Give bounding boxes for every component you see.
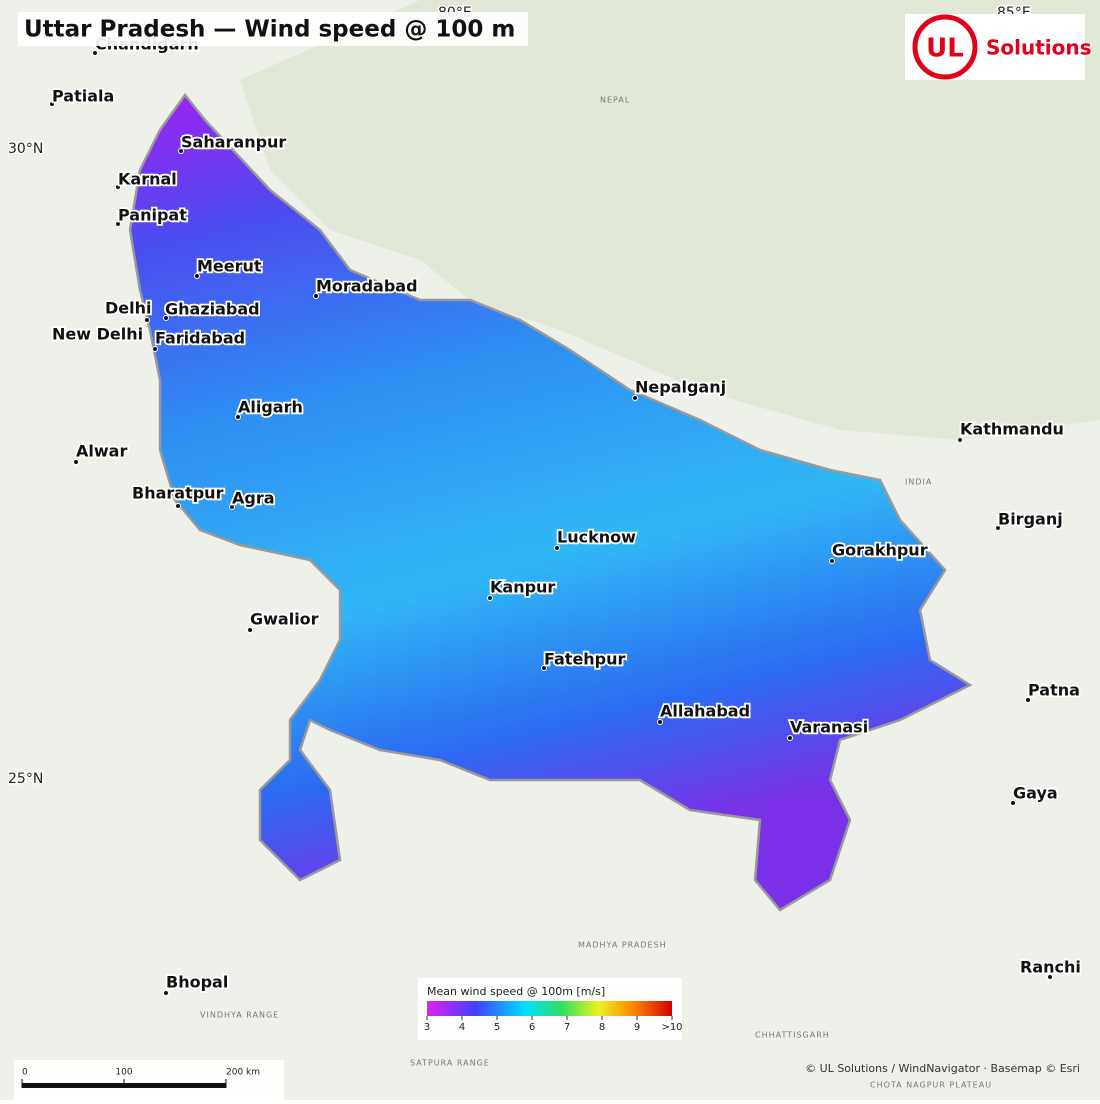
city-dot	[247, 627, 253, 633]
region-label: CHOTA NAGPUR PLATEAU	[870, 1081, 992, 1090]
city-label: Nepalganj	[635, 378, 726, 397]
region-label: INDIA	[905, 478, 932, 487]
city-label: Ghaziabad	[165, 300, 260, 319]
city-label: Saharanpur	[181, 133, 286, 152]
city-dot	[194, 273, 200, 279]
legend-tick-label: 4	[459, 1022, 465, 1033]
city-dot	[554, 545, 560, 551]
himalaya-terrain	[240, 0, 1100, 440]
city-dot	[163, 315, 169, 321]
legend-tick-label: >10	[661, 1022, 682, 1033]
region-label: VINDHYA RANGE	[200, 1011, 279, 1020]
legend-tick-label: 7	[564, 1022, 570, 1033]
city-dot	[115, 221, 121, 227]
city-dot	[487, 595, 493, 601]
city-dot	[957, 437, 963, 443]
city-dot	[787, 735, 793, 741]
legend-tick-label: 3	[424, 1022, 430, 1033]
city-label: Gwalior	[250, 610, 319, 629]
city-dot	[995, 525, 1001, 531]
legend-tick-label: 9	[634, 1022, 640, 1033]
city-dot	[49, 101, 55, 107]
scalebar: 0 100 200 km	[21, 1068, 260, 1088]
city-label: Delhi	[105, 299, 152, 318]
region-label: NEPAL	[600, 96, 630, 105]
city-dot	[73, 459, 79, 465]
city-dot	[175, 503, 181, 509]
region-labels: NEPAL INDIA MADHYA PRADESH VINDHYA RANGE…	[200, 96, 992, 1090]
city-label: Kathmandu	[960, 420, 1064, 439]
city-label: Birganj	[998, 510, 1063, 529]
city-label: Fatehpur	[544, 650, 626, 669]
state-wind-field	[128, 92, 973, 912]
city-dot	[829, 558, 835, 564]
city-label: Kanpur	[490, 578, 555, 597]
city-dot	[152, 346, 158, 352]
city-label: Bharatpur	[132, 484, 224, 503]
city-label: Panipat	[118, 206, 187, 225]
city-label: Agra	[232, 489, 275, 508]
city-dot	[657, 719, 663, 725]
city-label: Alwar	[76, 442, 127, 461]
city-dot	[541, 665, 547, 671]
scalebar-label: 200 km	[226, 1068, 260, 1078]
city-dot	[144, 317, 150, 323]
graticule-label: 25°N	[8, 771, 43, 787]
region-label: MADHYA PRADESH	[578, 941, 667, 950]
title-box	[18, 12, 528, 46]
city-label: Bhopal	[166, 973, 228, 992]
city-label: Gorakhpur	[832, 541, 928, 560]
city-label: Allahabad	[660, 702, 750, 721]
graticule-label: 30°N	[8, 141, 43, 157]
city-dot	[632, 395, 638, 401]
city-dot	[163, 990, 169, 996]
region-label: SATPURA RANGE	[410, 1059, 490, 1068]
logo-text: Solutions	[986, 36, 1092, 60]
city-dot	[235, 414, 241, 420]
city-label: Patiala	[52, 87, 114, 106]
legend-colorbar	[427, 1001, 672, 1016]
city-label: Aligarh	[238, 398, 303, 417]
attribution: © UL Solutions / WindNavigator · Basemap…	[805, 1062, 1080, 1075]
city-label: Lucknow	[557, 528, 636, 547]
city-dot	[313, 293, 319, 299]
city-dot	[1025, 697, 1031, 703]
legend-ticks: 3 4 5 6 7 8 9 >10	[424, 1016, 683, 1033]
city-label: Faridabad	[155, 329, 245, 348]
legend-tick-label: 8	[599, 1022, 605, 1033]
city-dot	[1047, 974, 1053, 980]
city-label: Patna	[1028, 681, 1080, 700]
title: Uttar Pradesh — Wind speed @ 100 m	[24, 17, 515, 43]
scalebar-box	[14, 1060, 284, 1100]
scalebar-label: 100	[115, 1068, 132, 1078]
city-label: Meerut	[197, 257, 262, 276]
city-label: Varanasi	[790, 718, 868, 737]
logo-ring	[912, 14, 978, 80]
legend-title: Mean wind speed @ 100m [m/s]	[427, 985, 605, 998]
scalebar-label: 0	[22, 1068, 28, 1078]
legend-tick-label: 5	[494, 1022, 500, 1033]
region-label: CHHATTISGARH	[755, 1031, 830, 1040]
city-dot	[92, 50, 98, 56]
city-dot	[115, 184, 121, 190]
city-label: Moradabad	[316, 277, 418, 296]
city-label: Ranchi	[1020, 958, 1081, 977]
city-label: Karnal	[118, 170, 177, 189]
city-dot	[229, 504, 235, 510]
city-label: Gaya	[1013, 784, 1058, 803]
city-label: New Delhi	[52, 325, 143, 344]
city-dot	[1010, 800, 1016, 806]
legend-tick-label: 6	[529, 1022, 535, 1033]
city-dot	[178, 148, 184, 154]
logo-mark: UL	[926, 34, 964, 64]
